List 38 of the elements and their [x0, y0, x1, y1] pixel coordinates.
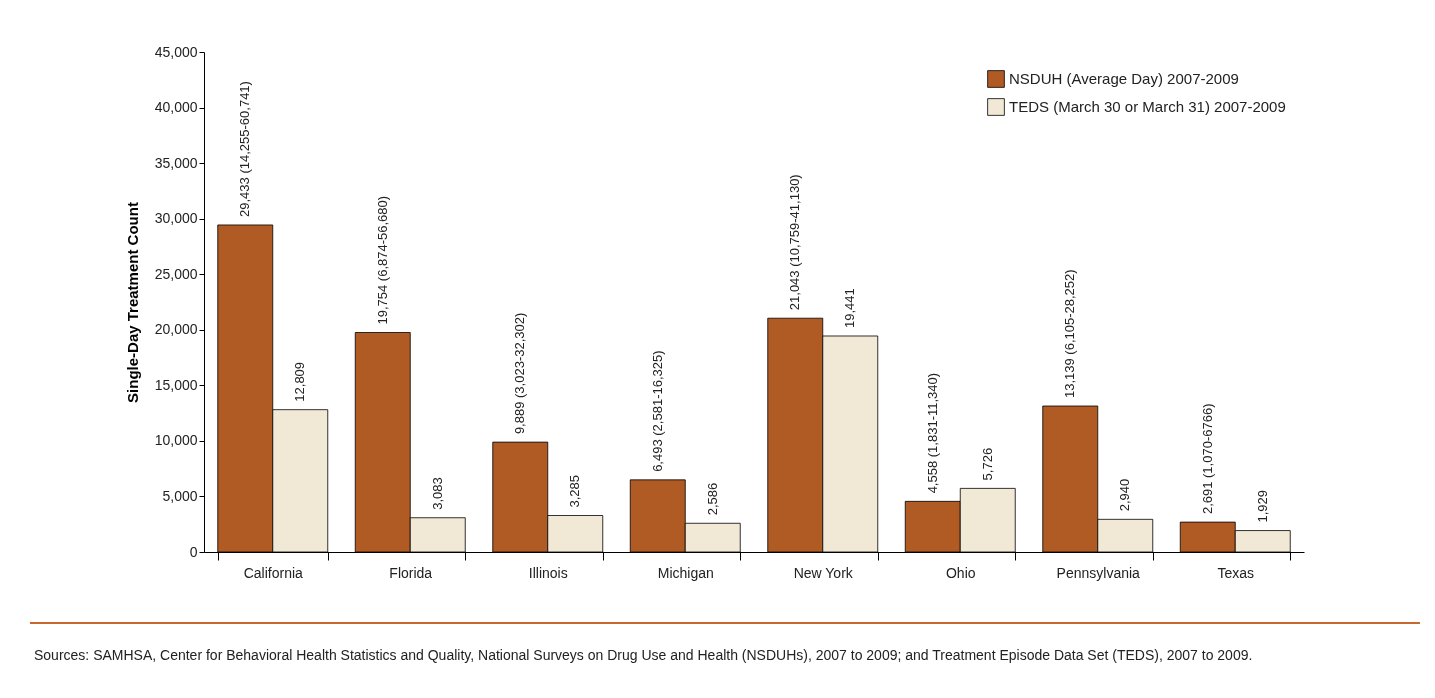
y-tick-label: 45,000: [154, 43, 198, 60]
data-label: 2,940: [1117, 478, 1133, 512]
y-tick-label: 0: [189, 543, 198, 560]
data-label: 3,285: [567, 474, 583, 508]
x-tick-label: Michigan: [657, 564, 714, 581]
data-label: 19,754 (6,874-56,680): [374, 195, 390, 325]
y-tick-label: 15,000: [154, 376, 198, 393]
y-tick-label: 5,000: [162, 487, 198, 504]
data-label: 5,726: [979, 447, 995, 481]
x-tick-label: Pennsylvania: [1056, 564, 1141, 581]
y-tick-label: 30,000: [154, 210, 198, 227]
data-label: 12,809: [292, 361, 308, 402]
x-tick-label: California: [243, 564, 304, 581]
legend-label: TEDS (March 30 or March 31) 2007-2009: [1009, 98, 1286, 115]
x-tick-label: Florida: [389, 564, 433, 581]
y-tick-label: 40,000: [154, 99, 198, 116]
data-label: 19,441: [842, 288, 858, 328]
data-label: 2,691 (1,070-6766): [1199, 403, 1215, 515]
data-label: 3,083: [429, 477, 445, 510]
data-label: 2,586: [704, 482, 720, 516]
data-label: 9,889 (3,023-32,302): [512, 312, 528, 435]
x-tick-label: Ohio: [945, 564, 976, 581]
y-axis-title: Single-Day Treatment Count: [123, 202, 141, 403]
source-note: Sources: SAMHSA, Center for Behavioral Health Statistics and Quality, National Surveys on Drug Use and Health (NSDUHs), 2007 to 2009; and Treatment Episode Data Set (TEDS), 2007 to 2009.: [34, 646, 1254, 665]
x-tick-label: Texas: [1217, 564, 1255, 581]
data-label: 6,493 (2,581-16,325): [649, 350, 665, 472]
data-label: 4,558 (1,831-11,340): [924, 372, 940, 494]
data-label: 13,139 (6,105-28,252): [1062, 269, 1078, 399]
data-label: 1,929: [1254, 490, 1270, 523]
data-label: 29,433 (14,255-60,741): [237, 81, 253, 217]
y-tick-label: 10,000: [154, 432, 198, 449]
y-tick-label: 25,000: [154, 265, 198, 282]
y-tick-label: 35,000: [154, 154, 198, 171]
y-tick-label: 20,000: [154, 321, 198, 338]
x-tick-label: Illinois: [528, 564, 568, 581]
data-label: 21,043 (10,759-41,130): [787, 174, 803, 311]
legend-label: NSDUH (Average Day) 2007-2009: [1009, 70, 1239, 87]
x-tick-label: New York: [793, 564, 854, 581]
